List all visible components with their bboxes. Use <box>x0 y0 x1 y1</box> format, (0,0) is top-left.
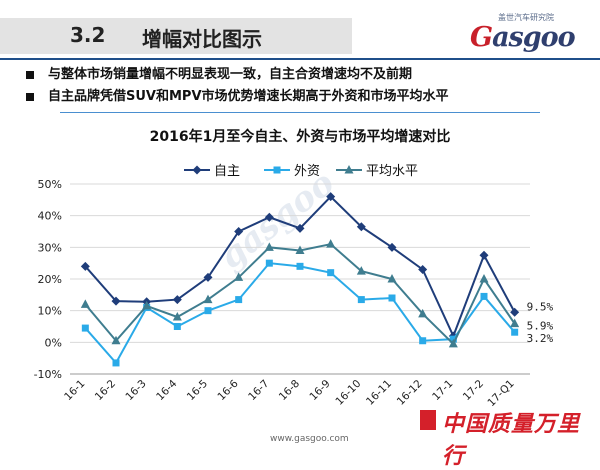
x-tick-label: 17-2 <box>461 378 486 403</box>
footer-slogan: 中国质量万里行 <box>442 412 581 469</box>
data-point <box>357 296 365 304</box>
data-point <box>295 245 305 254</box>
bullet-list: 与整体市场销量增幅不明显表现一致，自主合资增速均不及前期 自主品牌凭借SUV和M… <box>26 64 586 108</box>
data-point <box>234 272 244 281</box>
data-point <box>418 308 428 318</box>
section-title-block <box>0 18 352 54</box>
end-value-label: 5.9% <box>527 320 554 333</box>
bullet-square-icon <box>26 93 34 101</box>
bullet-item: 自主品牌凭借SUV和MPV市场优势增速长期高于外资和市场平均水平 <box>26 86 586 108</box>
legend-marker <box>273 166 281 174</box>
data-point <box>111 335 121 345</box>
bullet-square-icon <box>26 71 34 79</box>
x-tick-label: 16-11 <box>364 378 394 408</box>
data-point <box>419 337 427 345</box>
x-tick-label: 16-12 <box>395 378 425 408</box>
section-title: 增幅对比图示 <box>142 27 262 51</box>
data-point <box>111 296 121 306</box>
data-point <box>296 262 304 270</box>
bullet-text: 自主品牌凭借SUV和MPV市场优势增速长期高于外资和市场平均水平 <box>48 89 449 104</box>
end-value-label: 3.2% <box>527 332 554 345</box>
series-line <box>84 262 516 365</box>
y-tick-label: 50% <box>38 178 62 191</box>
data-point <box>510 307 520 317</box>
data-point <box>142 300 152 310</box>
legend-label: 自主 <box>214 164 240 179</box>
data-point <box>480 292 488 300</box>
data-point <box>204 307 212 315</box>
section-number: 3.2 <box>70 23 106 47</box>
data-point <box>510 318 520 328</box>
y-tick-label: 40% <box>38 210 62 223</box>
chart-title: 2016年1月至今自主、外资与市场平均增速对比 <box>149 129 451 145</box>
brand-logo-rest: asgoo <box>492 22 576 53</box>
data-point <box>264 242 274 251</box>
x-tick-label: 16-6 <box>215 377 241 403</box>
x-tick-label: 16-4 <box>154 377 180 403</box>
legend-marker <box>344 165 354 174</box>
x-tick-label: 16-5 <box>185 378 210 403</box>
bullet-item: 与整体市场销量增幅不明显表现一致，自主合资增速均不及前期 <box>26 64 586 86</box>
x-tick-label: 16-8 <box>277 378 302 403</box>
bullet-divider <box>60 112 540 113</box>
x-tick-label: 17-1 <box>430 378 455 403</box>
data-point <box>326 192 336 202</box>
data-point <box>203 294 213 304</box>
y-tick-label: 0% <box>45 336 62 349</box>
data-point <box>356 222 366 232</box>
data-point <box>387 242 397 252</box>
data-point <box>172 312 182 321</box>
data-point <box>265 259 273 267</box>
data-point <box>234 227 244 236</box>
data-point <box>479 274 489 283</box>
brand-name: 盖世汽车研究院 <box>498 13 554 22</box>
data-point <box>81 324 89 332</box>
line-chart: 50%40%30%20%10%0%-10%16-1 16-2 16-3 16-4 16-… <box>34 164 554 409</box>
data-point <box>448 338 458 348</box>
y-tick-label: -10% <box>34 368 62 381</box>
legend-label: 外资 <box>294 164 320 179</box>
data-point <box>326 239 336 248</box>
data-point <box>295 223 305 233</box>
bullet-text: 与整体市场销量增幅不明显表现一致，自主合资增速均不及前期 <box>48 67 413 82</box>
legend-label: 平均水平 <box>366 164 418 179</box>
brand-logo-g: G <box>470 22 493 53</box>
x-tick-label: 17-Q1 <box>485 378 516 409</box>
data-point <box>388 294 396 302</box>
data-point <box>203 272 213 282</box>
data-point <box>511 328 519 336</box>
data-point <box>235 296 243 304</box>
y-tick-label: 10% <box>38 305 62 318</box>
data-point <box>172 295 182 305</box>
slogan-mark-icon <box>420 410 436 430</box>
x-tick-label: 16-10 <box>333 378 363 408</box>
data-point <box>264 212 274 222</box>
x-tick-label: 16-9 <box>307 378 332 403</box>
data-point <box>112 359 120 367</box>
x-tick-label: 16-2 <box>93 378 118 403</box>
data-point <box>173 323 181 330</box>
brand-logo: Gasgoo <box>470 22 576 53</box>
x-tick-label: 16-3 <box>123 378 148 403</box>
end-value-label: 9.5% <box>527 300 554 313</box>
data-point <box>387 274 397 283</box>
data-point <box>327 269 335 277</box>
header-rule <box>0 58 600 60</box>
x-tick-label: 16-7 <box>246 378 271 403</box>
footer-url: www.gasgoo.com <box>270 434 349 444</box>
data-point <box>80 261 90 271</box>
data-point <box>80 299 90 308</box>
y-tick-label: 20% <box>38 273 62 286</box>
data-point <box>479 250 489 260</box>
y-tick-label: 30% <box>38 241 62 254</box>
data-point <box>356 266 366 275</box>
data-point <box>418 265 428 274</box>
legend-marker <box>192 165 202 175</box>
x-tick-label: 16-1 <box>62 378 87 403</box>
